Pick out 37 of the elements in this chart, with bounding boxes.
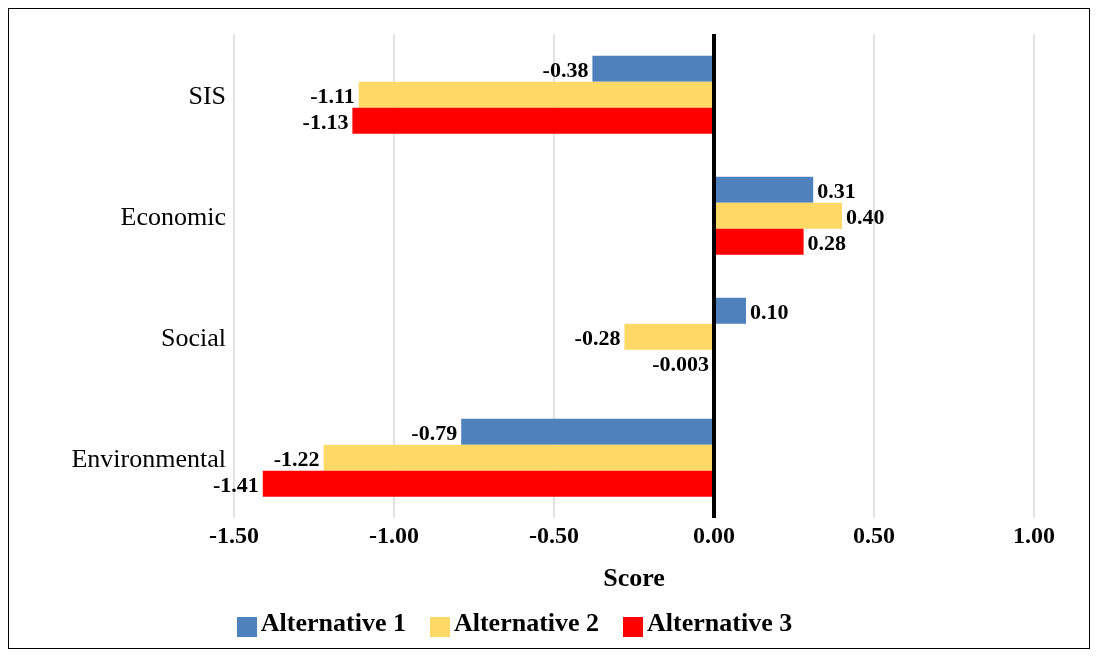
bar: [358, 81, 714, 108]
x-tick-label: -1.00: [369, 522, 419, 549]
data-label: -0.79: [411, 419, 458, 445]
data-label: -0.003: [652, 350, 710, 376]
bar: [714, 176, 814, 203]
bar: [262, 470, 714, 497]
data-label: -1.11: [310, 82, 355, 108]
x-tick-label: 1.00: [1013, 522, 1055, 549]
legend-label: Alternative 1: [260, 608, 406, 637]
data-label: -1.13: [302, 108, 349, 134]
data-label: 0.31: [817, 177, 856, 203]
bar: [352, 107, 714, 134]
data-label: 0.28: [807, 229, 847, 255]
data-label: 0.40: [846, 203, 885, 229]
data-label: -1.22: [273, 445, 320, 471]
y-tick-label: Economic: [120, 201, 226, 231]
data-label: -0.38: [542, 56, 589, 82]
x-tick-label: 0.50: [853, 522, 895, 549]
data-label: 0.10: [750, 298, 789, 324]
y-tick-label: Social: [161, 322, 226, 352]
bar: [461, 418, 714, 445]
bar: [714, 228, 804, 255]
x-tick-label: -0.50: [529, 522, 579, 549]
bar: [714, 297, 746, 324]
x-tick-label: 0.00: [693, 522, 735, 549]
y-tick-label: Environmental: [71, 443, 226, 473]
data-label: -1.41: [212, 471, 259, 497]
x-tick-label: -1.50: [209, 522, 259, 549]
bar: [714, 202, 842, 229]
data-label: -0.28: [574, 324, 621, 350]
legend-label: Alternative 3: [647, 608, 793, 637]
bar: [624, 323, 714, 350]
legend-label: Alternative 2: [453, 608, 600, 637]
y-tick-label: SIS: [188, 80, 226, 110]
bar: [323, 444, 714, 471]
bar: [592, 55, 714, 82]
x-axis-title: Score: [603, 563, 665, 592]
